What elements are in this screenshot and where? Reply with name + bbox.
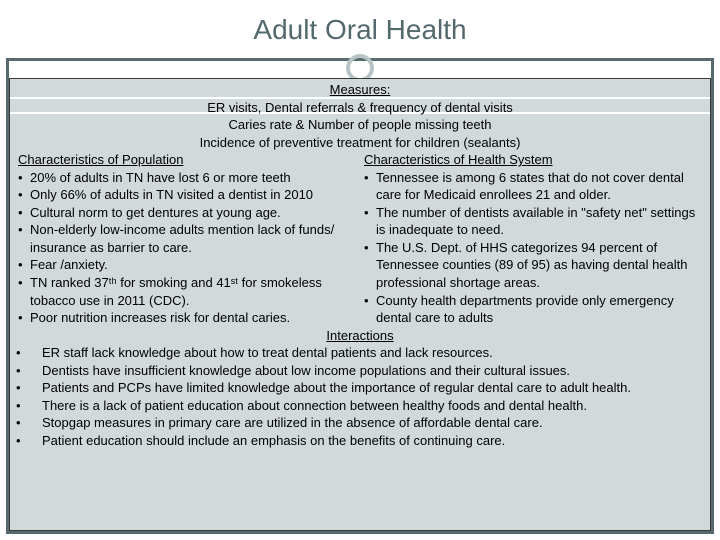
list-item: County health departments provide only e… bbox=[364, 292, 702, 327]
measures-line: ER visits, Dental referrals & frequency … bbox=[10, 99, 710, 117]
list-item: ER staff lack knowledge about how to tre… bbox=[14, 344, 706, 362]
list-item: The number of dentists available in "saf… bbox=[364, 204, 702, 239]
list-item: Stopgap measures in primary care are uti… bbox=[14, 414, 706, 432]
list-item: 20% of adults in TN have lost 6 or more … bbox=[18, 169, 356, 187]
list-item: There is a lack of patient education abo… bbox=[14, 397, 706, 415]
list-item: Patients and PCPs have limited knowledge… bbox=[14, 379, 706, 397]
measures-heading: Measures: bbox=[10, 81, 710, 99]
content-box: Measures: ER visits, Dental referrals & … bbox=[9, 78, 711, 531]
health-system-list: Tennessee is among 6 states that do not … bbox=[364, 169, 702, 327]
list-item: Poor nutrition increases risk for dental… bbox=[18, 309, 356, 327]
list-item: Only 66% of adults in TN visited a denti… bbox=[18, 186, 356, 204]
interactions-list: ER staff lack knowledge about how to tre… bbox=[14, 344, 706, 449]
list-item: Dentists have insufficient knowledge abo… bbox=[14, 362, 706, 380]
two-column-region: Characteristics of Population 20% of adu… bbox=[10, 151, 710, 326]
list-item: Tennessee is among 6 states that do not … bbox=[364, 169, 702, 204]
health-system-column: Characteristics of Health System Tenness… bbox=[360, 151, 706, 326]
slide-title: Adult Oral Health bbox=[0, 14, 720, 46]
slide: Adult Oral Health Measures: ER visits, D… bbox=[0, 0, 720, 540]
measures-section: Measures: ER visits, Dental referrals & … bbox=[10, 79, 710, 151]
population-column: Characteristics of Population 20% of adu… bbox=[14, 151, 360, 326]
interactions-section: Interactions ER staff lack knowledge abo… bbox=[10, 327, 710, 450]
list-item: Non-elderly low-income adults mention la… bbox=[18, 221, 356, 256]
list-item: The U.S. Dept. of HHS categorizes 94 per… bbox=[364, 239, 702, 292]
list-item: Patient education should include an emph… bbox=[14, 432, 706, 450]
list-item: TN ranked 37ᵗʰ for smoking and 41ˢᵗ for … bbox=[18, 274, 356, 309]
list-item: Cultural norm to get dentures at young a… bbox=[18, 204, 356, 222]
population-list: 20% of adults in TN have lost 6 or more … bbox=[18, 169, 356, 327]
interactions-heading: Interactions bbox=[14, 327, 706, 345]
health-system-heading: Characteristics of Health System bbox=[364, 151, 702, 169]
measures-line: Incidence of preventive treatment for ch… bbox=[10, 134, 710, 152]
population-heading: Characteristics of Population bbox=[18, 151, 356, 169]
list-item: Fear /anxiety. bbox=[18, 256, 356, 274]
measures-line: Caries rate & Number of people missing t… bbox=[10, 116, 710, 134]
